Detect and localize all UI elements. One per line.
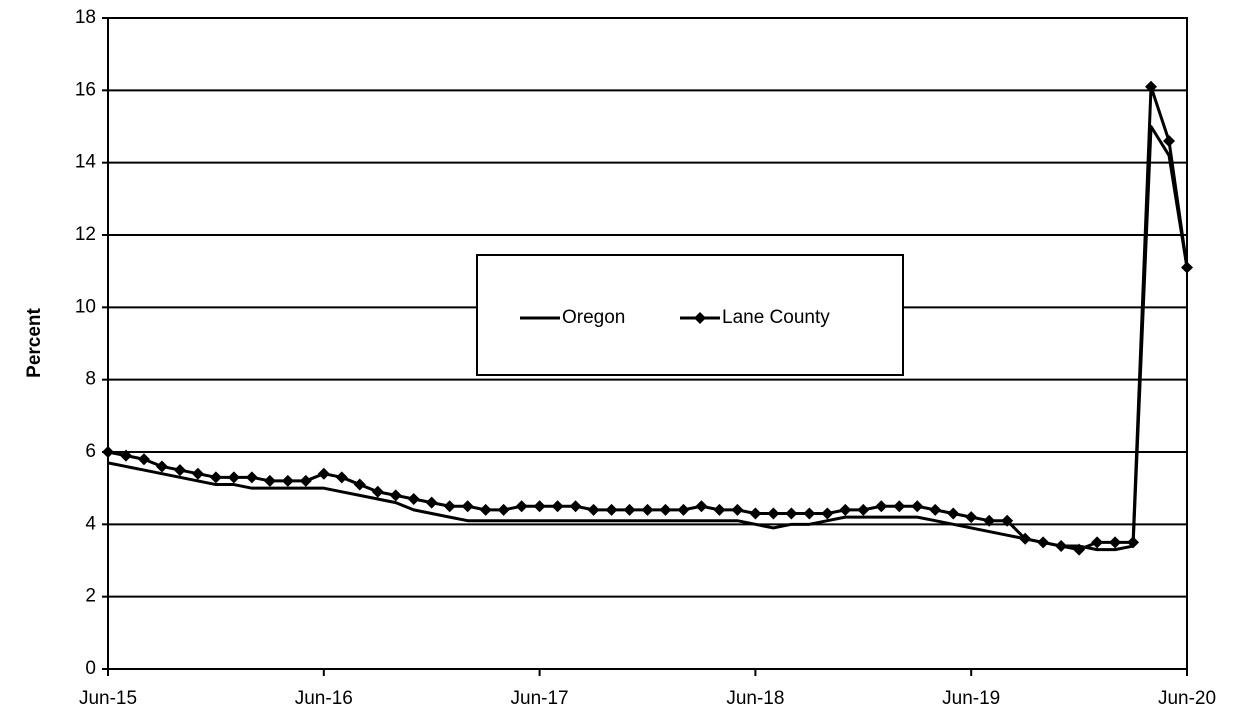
marker [911, 500, 924, 513]
y-tick-label: 16 [75, 79, 96, 100]
marker [821, 507, 834, 520]
marker [749, 507, 762, 520]
marker [443, 500, 456, 513]
x-tick-label: Jun-18 [726, 688, 784, 709]
marker [785, 507, 798, 520]
legend-box [476, 254, 904, 376]
marker [587, 503, 600, 516]
marker [623, 503, 636, 516]
marker [569, 500, 582, 513]
marker [479, 503, 492, 516]
marker [947, 507, 960, 520]
marker [353, 478, 366, 491]
marker [677, 503, 690, 516]
marker [659, 503, 672, 516]
marker [641, 503, 654, 516]
y-axis-label: Percent [24, 307, 45, 377]
plot-frame [107, 17, 1188, 670]
marker [102, 446, 114, 458]
marker [335, 471, 348, 484]
marker [389, 489, 402, 502]
marker [1091, 536, 1104, 549]
y-tick-label: 8 [85, 369, 96, 390]
marker [191, 467, 204, 480]
marker [371, 485, 384, 498]
marker [1055, 540, 1068, 553]
marker [857, 503, 870, 516]
x-tick-label: Jun-20 [1158, 688, 1216, 709]
legend-label: Oregon [562, 307, 625, 328]
marker [1127, 536, 1140, 549]
series-line [107, 125, 1189, 552]
marker [137, 453, 150, 466]
marker [155, 460, 168, 473]
marker [767, 507, 780, 520]
marker [839, 503, 852, 516]
marker [1109, 536, 1122, 549]
y-tick-label: 4 [85, 513, 96, 534]
legend-marker [694, 312, 706, 324]
y-tick-label: 14 [75, 152, 97, 173]
x-tick-label: Jun-19 [942, 688, 1000, 709]
marker [1073, 543, 1086, 556]
marker [983, 514, 996, 527]
marker [515, 500, 528, 513]
marker [227, 471, 240, 484]
marker [263, 474, 276, 487]
marker [551, 500, 564, 513]
marker [1163, 134, 1176, 147]
marker [425, 496, 438, 509]
marker [1037, 536, 1050, 549]
marker [119, 449, 132, 462]
marker [173, 464, 186, 477]
marker [803, 507, 816, 520]
marker [1001, 514, 1014, 527]
marker [497, 503, 510, 516]
marker [875, 500, 888, 513]
x-tick-label: Jun-16 [295, 688, 353, 709]
marker [461, 500, 474, 513]
marker [929, 503, 942, 516]
marker [605, 503, 618, 516]
marker [1181, 261, 1193, 274]
marker [1145, 80, 1158, 93]
x-tick-label: Jun-15 [79, 688, 137, 709]
legend-label: Lane County [722, 307, 830, 328]
marker [713, 503, 726, 516]
marker [893, 500, 906, 513]
y-tick-label: 0 [85, 658, 96, 679]
y-tick-label: 18 [75, 7, 96, 28]
marker [965, 511, 978, 524]
x-tick-label: Jun-17 [511, 688, 569, 709]
marker [1019, 532, 1032, 545]
marker [731, 503, 744, 516]
marker [407, 493, 420, 506]
marker [695, 500, 708, 513]
y-tick-label: 2 [85, 586, 96, 607]
marker [533, 500, 546, 513]
marker [281, 474, 294, 487]
marker [209, 471, 222, 484]
marker [317, 467, 330, 480]
y-tick-label: 10 [75, 296, 96, 317]
y-tick-label: 12 [75, 224, 96, 245]
marker [299, 474, 312, 487]
marker [245, 471, 258, 484]
y-tick-label: 6 [85, 441, 96, 462]
